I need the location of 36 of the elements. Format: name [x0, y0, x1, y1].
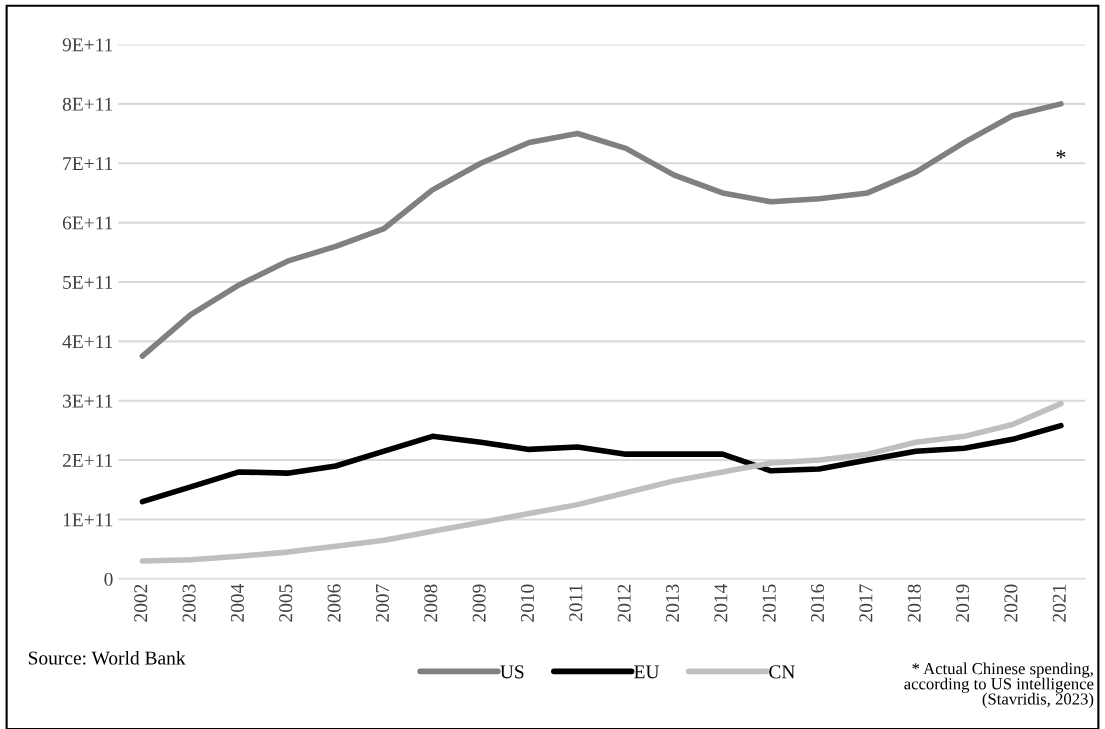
x-tick-label: 2006	[327, 584, 341, 622]
annotation: *	[1056, 150, 1066, 159]
x-tick-label: 2008	[424, 584, 438, 622]
x-tick-label: 2004	[230, 583, 244, 622]
x-tick-label: 2018	[907, 584, 921, 622]
x-tick-label: 2010	[520, 584, 535, 622]
y-tick-label: 3E+11	[63, 394, 113, 408]
x-tick-label: 2014	[714, 583, 728, 622]
y-tick-label: 0	[104, 572, 113, 586]
x-tick-label: 2021	[1052, 584, 1066, 622]
x-tick-label: 2011	[569, 584, 583, 621]
x-tick-label: 2005	[279, 584, 293, 622]
x-tick-label: 2013	[665, 584, 680, 622]
x-tick-label: 2020	[1004, 584, 1018, 622]
y-tick-label: 9E+11	[62, 38, 113, 52]
y-tick-label: 2E+11	[62, 453, 113, 467]
x-tick-label: 2012	[617, 584, 631, 622]
legend-label: US	[500, 665, 524, 679]
x-tick-label: 2017	[859, 584, 873, 622]
x-tick-label: 2015	[762, 584, 776, 622]
y-tick-label: 6E+11	[62, 216, 113, 230]
source-note: Source: World Bank	[28, 650, 186, 665]
text: * Actual Chinese spending, according to US intelligence (Stavridis, 2023)	[904, 662, 1094, 708]
x-tick-label: 2019	[956, 584, 970, 622]
y-tick-label: 7E+11	[63, 157, 113, 170]
y-tick-label: 5E+11	[63, 275, 113, 289]
legend-label: EU	[634, 665, 660, 679]
x-tick-label: 2003	[182, 584, 196, 622]
y-tick-label: 8E+11	[62, 97, 113, 111]
x-tick-label: 2009	[472, 584, 486, 622]
x-tick-label: 2007	[375, 584, 389, 622]
y-tick-label: 1E+11	[63, 513, 113, 527]
x-tick-label: 2016	[810, 584, 825, 622]
y-tick-label: 4E+11	[62, 335, 113, 349]
legend-label: CN	[769, 665, 795, 679]
x-tick-label: 2002	[134, 584, 148, 622]
